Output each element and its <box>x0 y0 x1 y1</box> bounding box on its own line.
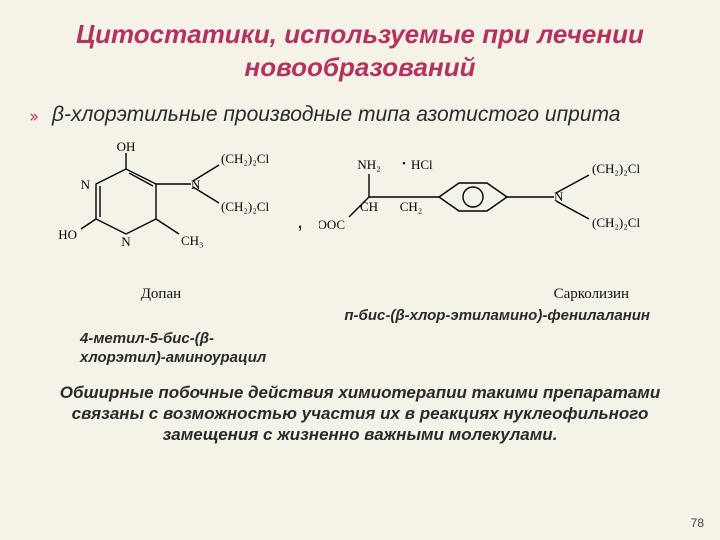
atom-ch: CH <box>360 199 378 214</box>
atom-ho: HO <box>58 227 77 242</box>
dopan-sub1: (CH₂)₂Cl <box>221 151 269 166</box>
sarkolysin-fullname: п-бис-(β-хлор-этиламино)-фенилаланин <box>0 303 720 324</box>
atom-oh: OH <box>117 139 136 154</box>
dopan-structure: OH N N N HO (CH₂)₂Cl (CH₂)₂Cl CH₃ Допан <box>41 139 281 303</box>
dopan-full-l1: 4-метил-5-бис-(β- <box>80 330 214 347</box>
dopan-name: Допан <box>41 286 281 303</box>
title-text: Цитостатики, используемые при лечении но… <box>76 19 644 82</box>
sarkolysin-name: Сарколизин <box>319 286 679 303</box>
comma-sep: , <box>297 208 303 234</box>
sark-n: N <box>554 189 564 204</box>
dopan-fullname: 4-метил-5-бис-(β- хлорэтил)-аминоурацил <box>0 330 720 368</box>
atom-nh2: NH₂ <box>357 157 380 172</box>
structures-row: OH N N N HO (CH₂)₂Cl (CH₂)₂Cl CH₃ Допан … <box>0 133 720 303</box>
footer-text: Обширные побочные действия химиотерапии … <box>0 368 720 446</box>
bullet-text: β-хлорэтильные производные типа азотисто… <box>52 103 620 127</box>
atom-hooc: HOOC <box>319 217 345 232</box>
atom-n3: N <box>191 177 201 192</box>
slide-title: Цитостатики, используемые при лечении но… <box>0 0 720 91</box>
atom-ch2: CH₂ <box>400 199 423 214</box>
sarkolysin-structure: NH₂ • HCl CH CH₂ HOOC N (CH₂)₂Cl (CH₂)₂C… <box>319 139 679 303</box>
atom-n1: N <box>81 177 91 192</box>
atom-n2: N <box>121 234 131 249</box>
dopan-sub2: (CH₂)₂Cl <box>221 199 269 214</box>
atom-hcl: HCl <box>411 157 433 172</box>
bullet-icon <box>30 113 38 121</box>
sark-full: п-бис-(β-хлор-этиламино)-фенилаланин <box>344 307 650 324</box>
footer-span: Обширные побочные действия химиотерапии … <box>60 383 661 445</box>
svg-text:•: • <box>402 158 406 170</box>
bullet-row: β-хлорэтильные производные типа азотисто… <box>0 91 720 133</box>
page-number: 78 <box>691 516 704 530</box>
sark-sub1: (CH₂)₂Cl <box>592 161 640 176</box>
sark-sub2: (CH₂)₂Cl <box>592 215 640 230</box>
dopan-full-l2: хлорэтил)-аминоурацил <box>80 349 266 366</box>
atom-ch3: CH₃ <box>181 233 204 248</box>
